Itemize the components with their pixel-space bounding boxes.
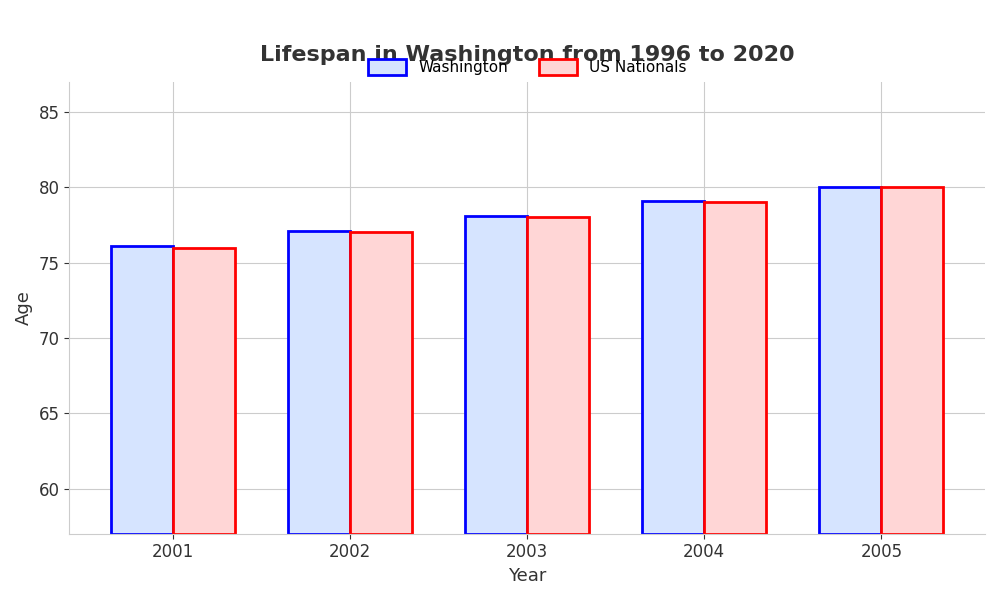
Bar [819, 187, 881, 534]
Bar [111, 246, 173, 534]
Bar [527, 217, 589, 534]
Bar [173, 248, 235, 534]
Bar [465, 216, 527, 534]
Bar [642, 201, 704, 534]
Bar [350, 232, 412, 534]
Bar [881, 187, 943, 534]
Legend: Washington, US Nationals: Washington, US Nationals [362, 53, 693, 82]
Y-axis label: Age: Age [15, 290, 33, 325]
Title: Lifespan in Washington from 1996 to 2020: Lifespan in Washington from 1996 to 2020 [260, 45, 794, 65]
X-axis label: Year: Year [508, 567, 546, 585]
Bar [288, 231, 350, 534]
Bar [704, 202, 766, 534]
